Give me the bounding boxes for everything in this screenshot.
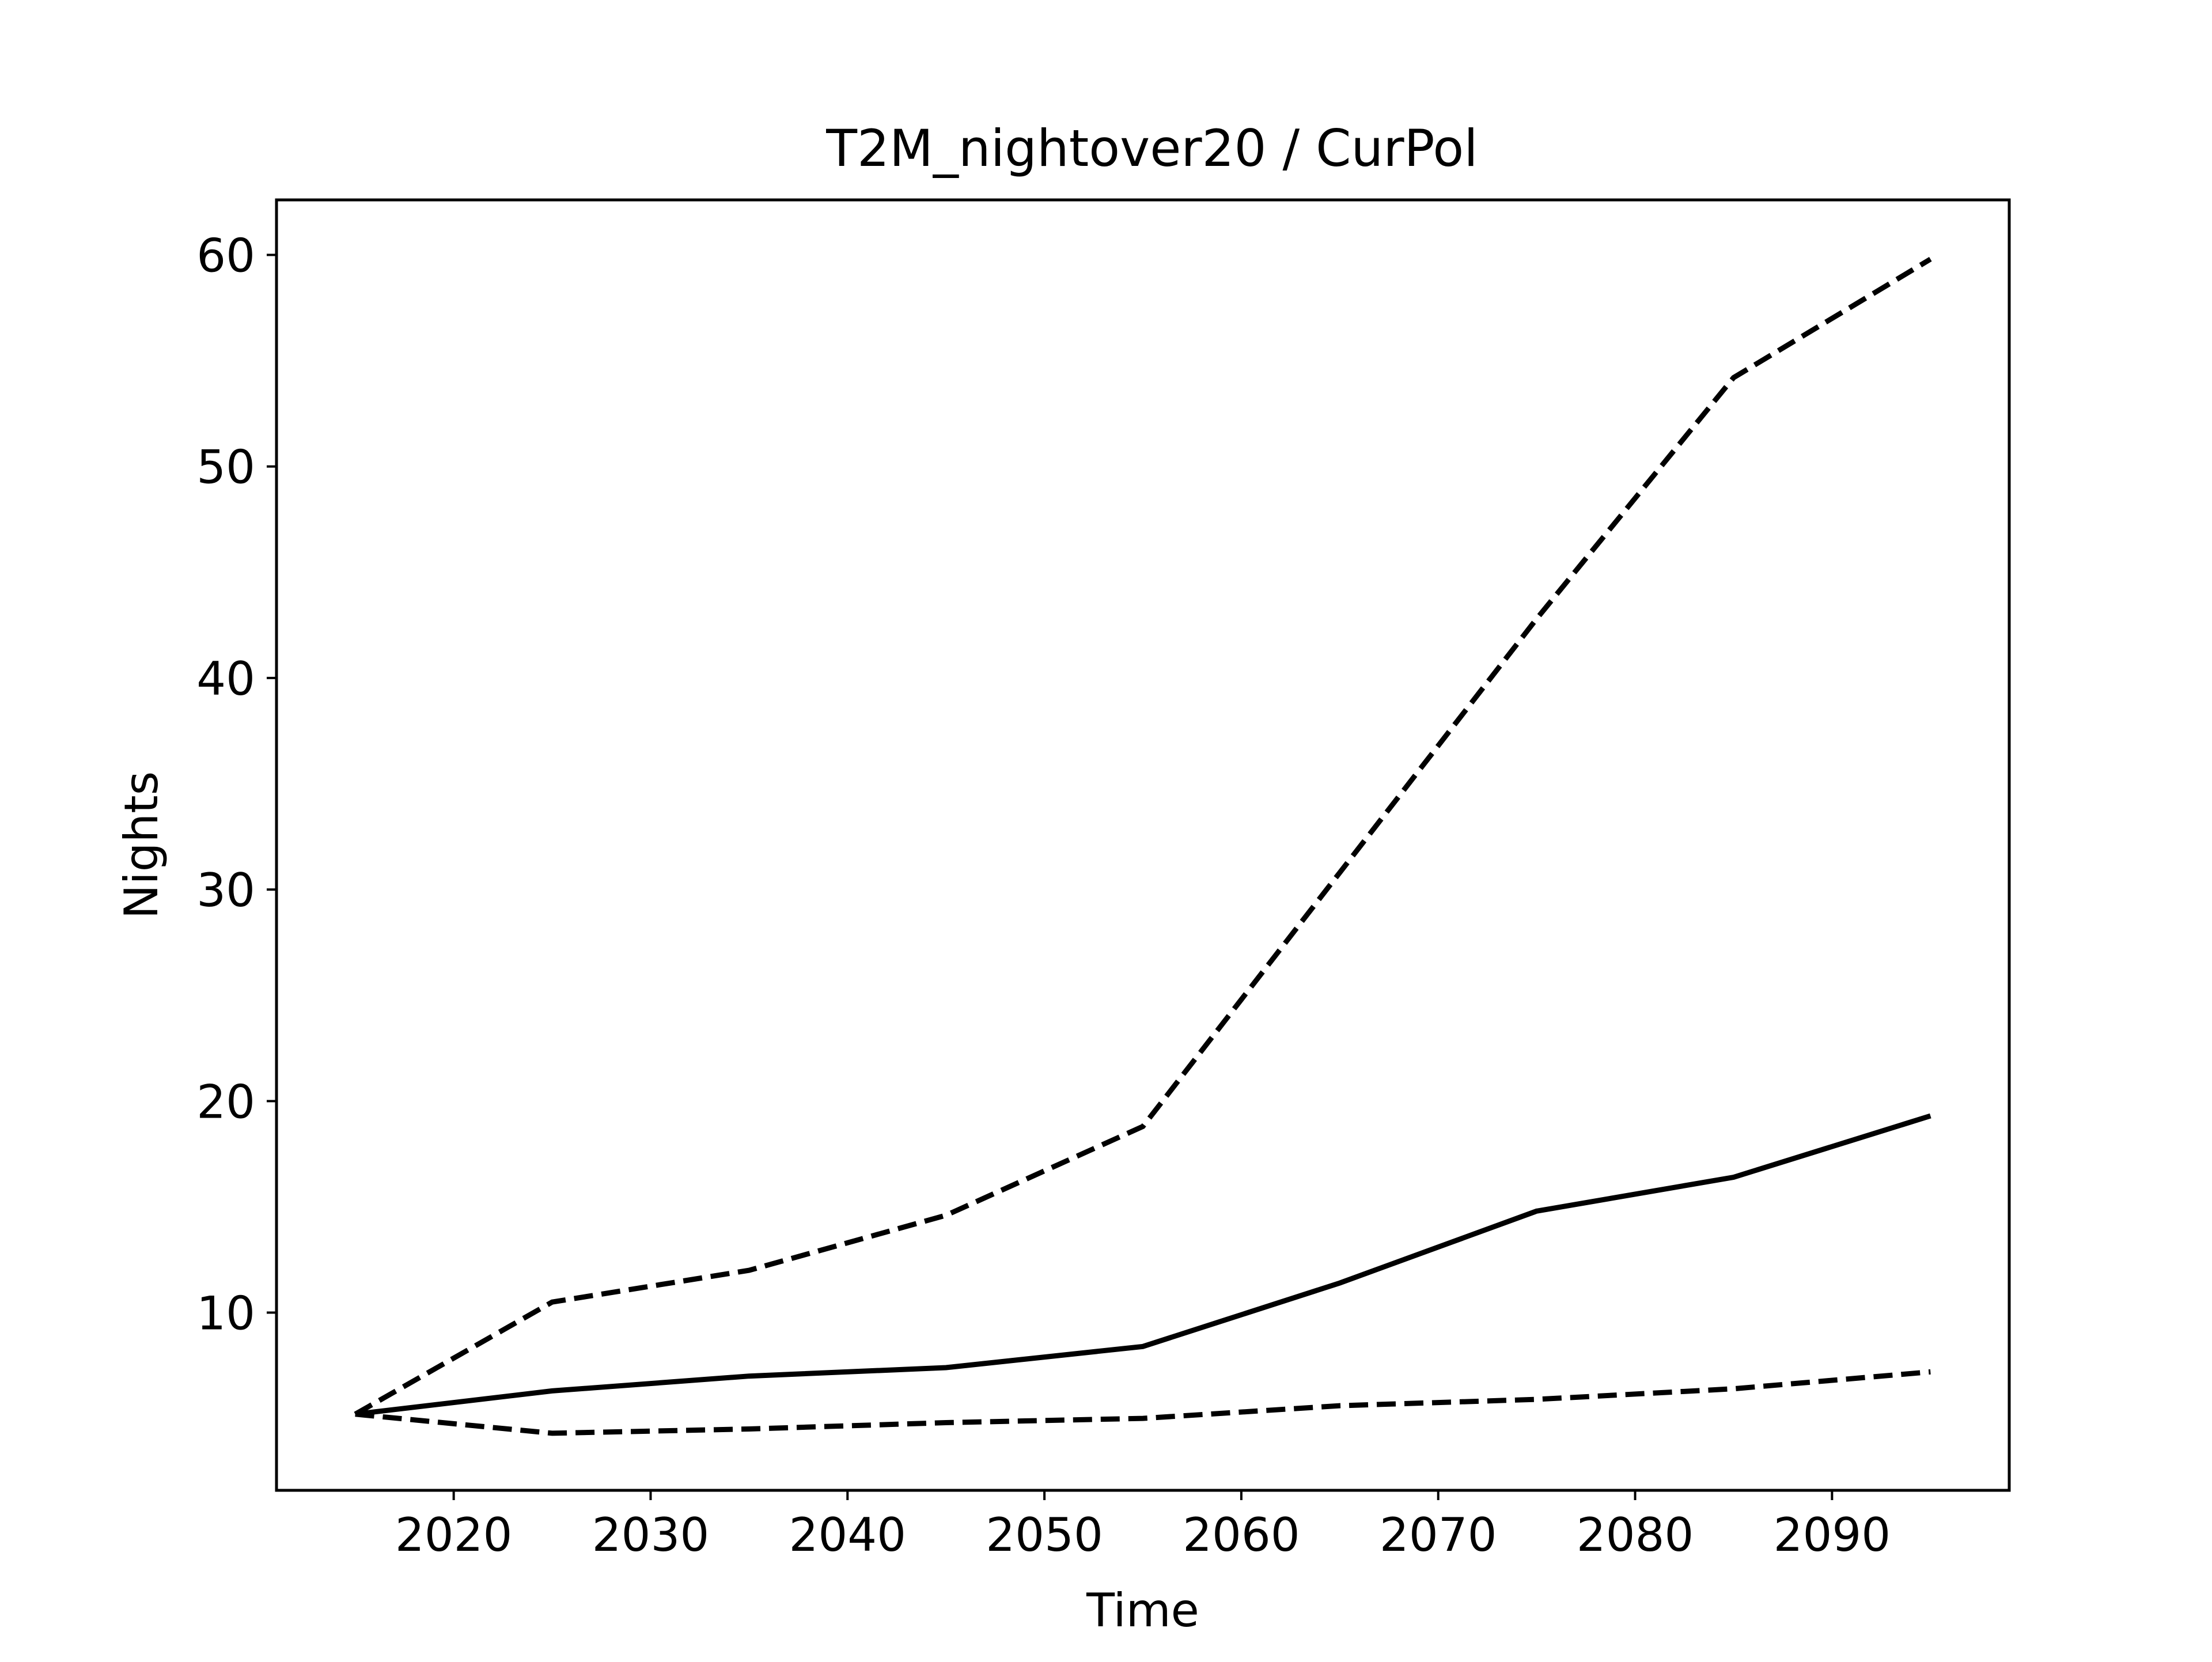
series-line-3 (355, 1369, 1931, 1436)
x-tick-label: 2020 (395, 1508, 513, 1562)
plot-frame (275, 198, 2011, 1492)
y-tick-label: 60 (196, 229, 255, 282)
series-line-2 (355, 1113, 1931, 1417)
x-tick-label: 2060 (1183, 1508, 1300, 1562)
series-line-1 (354, 256, 1932, 1417)
x-axis-label: Time (1086, 1584, 1199, 1637)
y-tick-label: 20 (196, 1075, 255, 1129)
x-tick-label: 2090 (1774, 1508, 1891, 1562)
x-tick-label: 2040 (789, 1508, 906, 1562)
y-tick-label: 40 (196, 652, 255, 706)
x-tick-label: 2050 (986, 1508, 1103, 1562)
chart-title: T2M_nightover20 / CurPol (825, 119, 1478, 178)
y-tick-label: 50 (196, 441, 255, 494)
y-tick-label: 30 (196, 864, 255, 917)
y-axis-label: Nights (115, 771, 168, 919)
x-tick-label: 2030 (592, 1508, 710, 1562)
x-tick-label: 2080 (1577, 1508, 1694, 1562)
x-tick-label: 2070 (1380, 1508, 1497, 1562)
y-tick-label: 10 (196, 1287, 255, 1341)
